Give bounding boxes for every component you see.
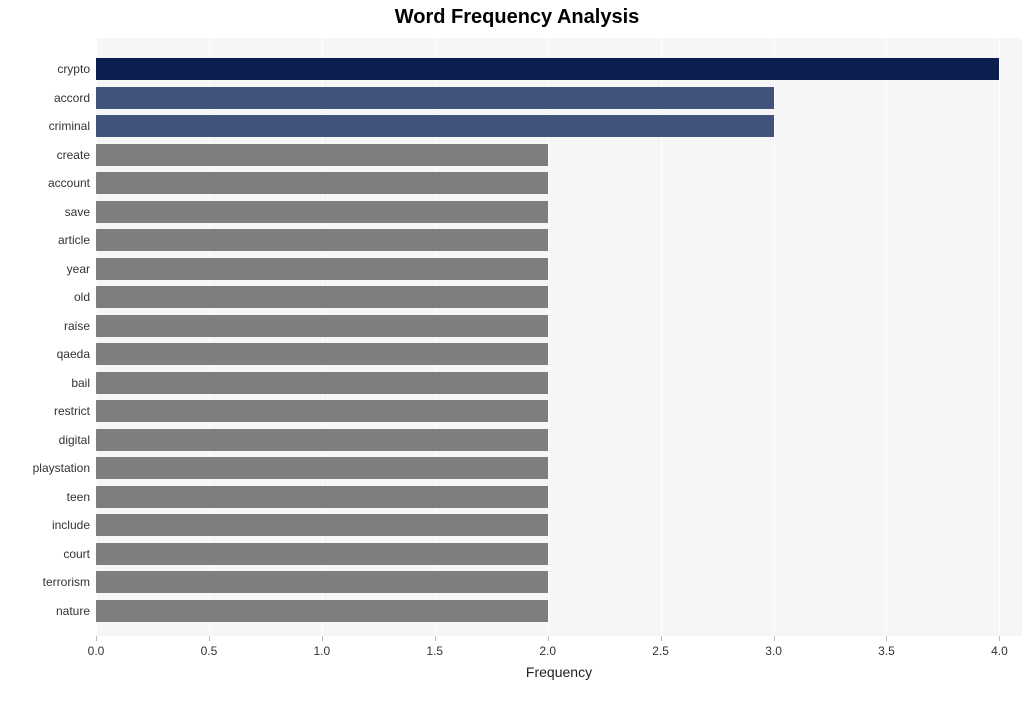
x-tick bbox=[774, 636, 775, 641]
x-tick bbox=[886, 636, 887, 641]
x-tick-label: 0.5 bbox=[201, 644, 218, 658]
y-tick-label: crypto bbox=[57, 62, 90, 76]
x-tick-label: 1.5 bbox=[426, 644, 443, 658]
grid-line bbox=[886, 38, 887, 636]
y-tick-label: nature bbox=[56, 604, 90, 618]
chart-title: Word Frequency Analysis bbox=[0, 6, 1034, 29]
x-tick-label: 3.0 bbox=[765, 644, 782, 658]
y-tick-label: create bbox=[57, 148, 90, 162]
bar bbox=[96, 58, 999, 80]
grid-line bbox=[999, 38, 1000, 636]
y-tick-label: court bbox=[63, 547, 90, 561]
y-tick-label: qaeda bbox=[57, 347, 90, 361]
bar bbox=[96, 543, 548, 565]
y-tick-label: old bbox=[74, 290, 90, 304]
bar bbox=[96, 229, 548, 251]
x-tick-label: 3.5 bbox=[878, 644, 895, 658]
bar bbox=[96, 144, 548, 166]
y-tick-label: raise bbox=[64, 319, 90, 333]
y-tick-label: playstation bbox=[33, 461, 90, 475]
x-tick-label: 1.0 bbox=[314, 644, 331, 658]
chart-container: Word Frequency Analysis Frequency 0.0 0.5… bbox=[0, 0, 1034, 701]
y-tick-label: include bbox=[52, 518, 90, 532]
x-tick-label: 4.0 bbox=[991, 644, 1008, 658]
y-tick-label: teen bbox=[67, 490, 90, 504]
y-tick-label: criminal bbox=[49, 119, 90, 133]
bar bbox=[96, 571, 548, 593]
bar bbox=[96, 486, 548, 508]
x-tick bbox=[96, 636, 97, 641]
bar bbox=[96, 315, 548, 337]
y-tick-label: save bbox=[65, 205, 90, 219]
x-tick-label: 2.5 bbox=[652, 644, 669, 658]
y-tick-label: digital bbox=[59, 433, 90, 447]
x-tick bbox=[435, 636, 436, 641]
x-tick-label: 2.0 bbox=[539, 644, 556, 658]
bar bbox=[96, 286, 548, 308]
bar bbox=[96, 429, 548, 451]
x-tick bbox=[209, 636, 210, 641]
bar bbox=[96, 201, 548, 223]
x-tick bbox=[661, 636, 662, 641]
x-tick-label: 0.0 bbox=[88, 644, 105, 658]
bar bbox=[96, 258, 548, 280]
y-tick-label: article bbox=[58, 233, 90, 247]
x-axis-label: Frequency bbox=[96, 664, 1022, 680]
bar bbox=[96, 457, 548, 479]
bar bbox=[96, 87, 774, 109]
y-tick-label: year bbox=[67, 262, 90, 276]
y-tick-label: restrict bbox=[54, 404, 90, 418]
x-tick bbox=[322, 636, 323, 641]
bar bbox=[96, 600, 548, 622]
grid-line bbox=[774, 38, 775, 636]
bar bbox=[96, 514, 548, 536]
bar bbox=[96, 400, 548, 422]
y-tick-label: bail bbox=[71, 376, 90, 390]
y-tick-label: accord bbox=[54, 91, 90, 105]
bar bbox=[96, 372, 548, 394]
y-tick-label: terrorism bbox=[43, 575, 90, 589]
bar bbox=[96, 172, 548, 194]
x-tick bbox=[548, 636, 549, 641]
bar bbox=[96, 343, 548, 365]
plot-area bbox=[96, 38, 1022, 636]
y-tick-label: account bbox=[48, 176, 90, 190]
x-tick bbox=[999, 636, 1000, 641]
bar bbox=[96, 115, 774, 137]
